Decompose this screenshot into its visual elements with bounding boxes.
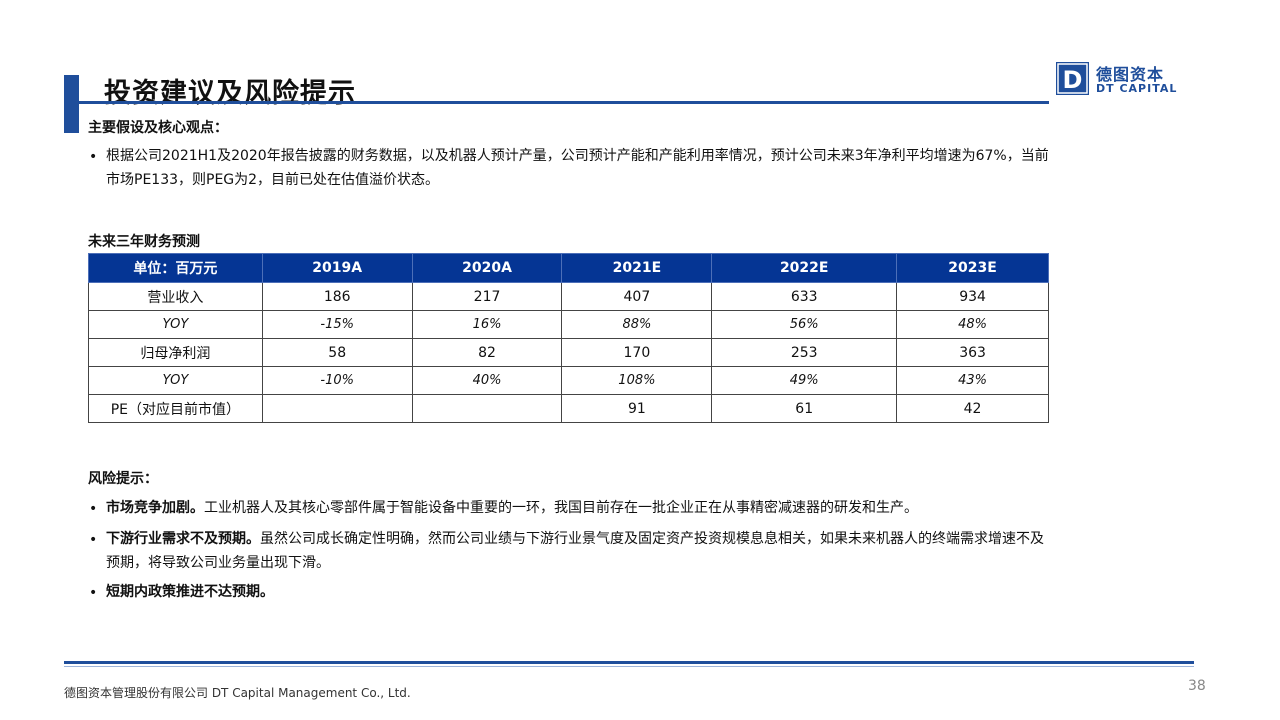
assumptions-bullet: •: [89, 149, 98, 165]
table-cell: 48%: [896, 310, 1049, 339]
assumptions-text: 根据公司2021H1及2020年报告披露的财务数据，以及机器人预计产量，公司预计…: [106, 148, 1049, 188]
table-row: PE（对应目前市值） 91 61 42: [88, 394, 1049, 423]
table-cell: 49%: [711, 366, 898, 395]
table-cell: YOY: [88, 310, 263, 339]
header-unit: 单位：百万元: [88, 253, 263, 283]
risk-item-demand: 下游行业需求不及预期。虽然公司成长确定性明确，然而公司业绩与下游行业景气度及固定…: [106, 527, 1051, 575]
table-cell: 217: [411, 282, 563, 311]
table-cell: 营业收入: [88, 282, 263, 311]
risk-text: 工业机器人及其核心零部件属于智能设备中重要的一环，我国目前存在一批企业正在从事精…: [204, 500, 918, 516]
table-cell: 253: [711, 338, 898, 367]
financial-forecast-table: 单位：百万元 2019A 2020A 2021E 2022E 2023E 营业收…: [88, 253, 1049, 423]
table-cell: 88%: [561, 310, 713, 339]
dt-capital-logo: D 德图资本 DT CAPITAL: [1056, 62, 1180, 98]
table-caption: 未来三年财务预测: [88, 234, 200, 250]
table-cell: 934: [896, 282, 1049, 311]
table-cell: 407: [561, 282, 713, 311]
table-cell: 56%: [711, 310, 898, 339]
table-cell: 186: [261, 282, 413, 311]
table-cell: 42: [896, 394, 1049, 423]
footer-company: 德图资本管理股份有限公司 DT Capital Management Co., …: [64, 686, 411, 700]
table-row: YOY -15% 16% 88% 56% 48%: [88, 310, 1049, 339]
header-2019a: 2019A: [261, 253, 413, 283]
table-cell: 170: [561, 338, 713, 367]
header-2020a: 2020A: [411, 253, 563, 283]
footer-rule: [64, 661, 1194, 664]
logo-letter: D: [1063, 66, 1083, 94]
logo-chinese-name: 德图资本: [1096, 65, 1165, 84]
table-cell: YOY: [88, 366, 263, 395]
risk-item-competition: 市场竞争加剧。工业机器人及其核心零部件属于智能设备中重要的一环，我国目前存在一批…: [106, 496, 1051, 520]
risk-bullet: •: [89, 585, 98, 601]
table-cell: [261, 394, 413, 423]
table-cell: 82: [411, 338, 563, 367]
risk-item-policy: 短期内政策推进不达预期。: [106, 580, 1051, 604]
risk-text: 虽然公司成长确定性明确，然而公司业绩与下游行业景气度及固定资产投资规模息息相关，…: [106, 531, 1044, 571]
assumptions-heading: 主要假设及核心观点：: [88, 120, 228, 136]
logo-d-icon: D: [1056, 62, 1089, 95]
page-title: 投资建议及风险提示: [104, 78, 356, 109]
table-cell: -10%: [261, 366, 413, 395]
table-cell: 363: [896, 338, 1049, 367]
table-cell: 58: [261, 338, 413, 367]
table-cell: 91: [561, 394, 713, 423]
table-header-row: 单位：百万元 2019A 2020A 2021E 2022E 2023E: [88, 253, 1049, 283]
title-accent-bar: [64, 75, 79, 133]
header-2021e: 2021E: [561, 253, 713, 283]
table-row: YOY -10% 40% 108% 49% 43%: [88, 366, 1049, 395]
risk-title: 下游行业需求不及预期。: [106, 531, 260, 547]
risks-heading: 风险提示：: [88, 471, 158, 487]
page-number: 38: [1188, 678, 1206, 694]
table-row: 归母净利润 58 82 170 253 363: [88, 338, 1049, 367]
table-cell: PE（对应目前市值）: [88, 394, 263, 423]
risk-bullet: •: [89, 501, 98, 517]
table-row: 营业收入 186 217 407 633 934: [88, 282, 1049, 311]
table-cell: 归母净利润: [88, 338, 263, 367]
table-cell: 43%: [896, 366, 1049, 395]
risk-title: 短期内政策推进不达预期。: [106, 584, 274, 600]
table-cell: [411, 394, 563, 423]
header-2023e: 2023E: [896, 253, 1049, 283]
title-underline: [79, 101, 1049, 104]
table-cell: 108%: [561, 366, 713, 395]
table-cell: 16%: [411, 310, 563, 339]
table-cell: -15%: [261, 310, 413, 339]
table-cell: 40%: [411, 366, 563, 395]
table-cell: 61: [711, 394, 898, 423]
table-cell: 633: [711, 282, 898, 311]
header-2022e: 2022E: [711, 253, 898, 283]
logo-english-name: DT CAPITAL: [1096, 82, 1178, 95]
risk-title: 市场竞争加剧。: [106, 500, 204, 516]
footer-rule-thin: [64, 666, 1194, 667]
risk-bullet: •: [89, 532, 98, 548]
